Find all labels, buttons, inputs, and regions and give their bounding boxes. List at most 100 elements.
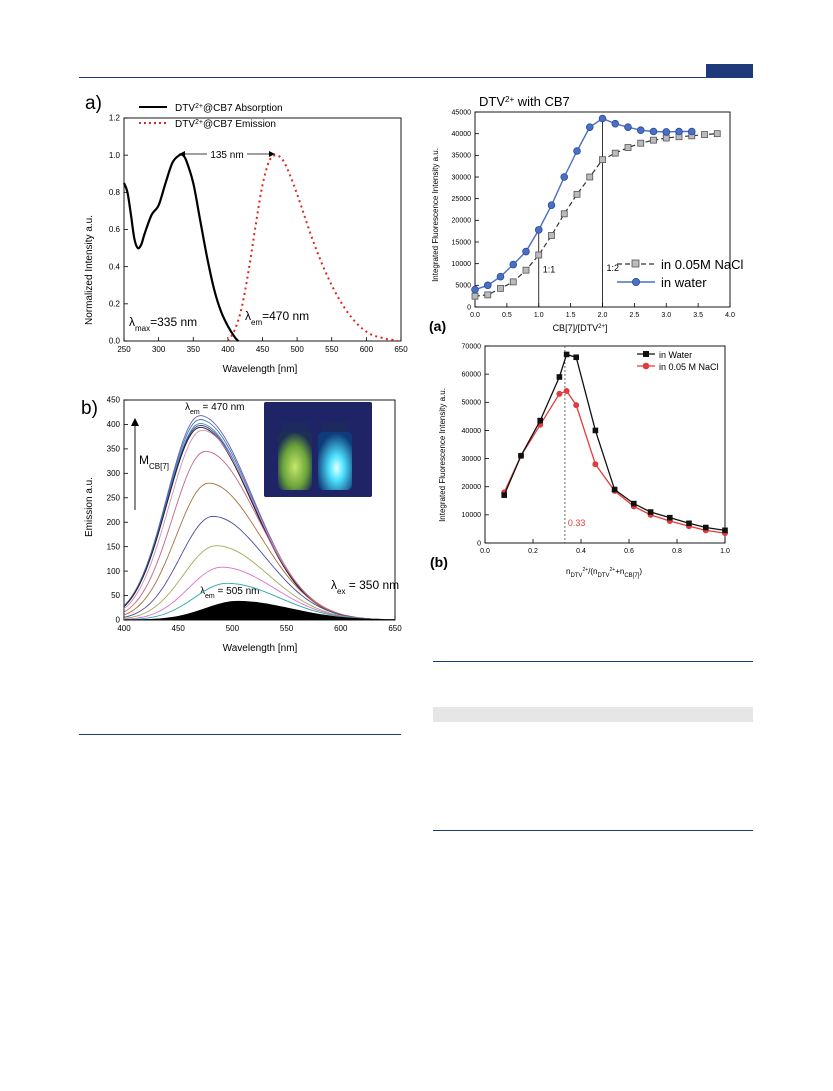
chart-a-x-tick-label: 400 [221,345,235,354]
vial-cap-left [282,422,308,432]
legend-item-in-water: in Water [659,350,692,360]
series-nacl-point [586,173,594,181]
divider-right-top [433,661,753,662]
chart-b-y-tick-label: 250 [107,493,121,502]
chart-a-svg: a) Normalized Intensity a.u. Wavelength … [84,93,408,375]
series-nacl-point-d [563,388,570,395]
chart-a-x-tick-label: 600 [360,345,374,354]
series-nacl-line-d [503,390,726,534]
chart-d-x-tick-label: 0.6 [624,548,634,555]
series-water-point-d [647,509,654,515]
chart-a-x-tick-label: 450 [256,345,270,354]
legend-item-emission: DTV2+@CB7 Emission [175,119,276,131]
series-water-point [636,126,645,134]
series-water-point [509,260,518,269]
series-water-point [483,281,492,290]
legend-a: DTV2+@CB7 Absorption DTV2+@CB7 Emission [139,103,283,131]
series-water-point-d [631,500,637,507]
series-water-point [573,147,581,155]
chart-c-x-tick-label: 0.5 [502,312,512,319]
series-nacl-point [484,291,492,299]
chart-d-x-tick-label: 0.8 [672,548,682,555]
series-nacl-point [662,134,670,142]
series-nacl-point-d [592,461,599,468]
x-axis-label-a: Wavelength [nm] [223,364,298,375]
series-nacl-point [650,136,657,144]
chart-a-x-tick-label: 250 [117,345,131,354]
series-water-point [496,272,505,281]
series-water-point [547,201,556,209]
legend-item-absorption: DTV2+@CB7 Absorption [175,103,283,115]
chart-d-y-tick-label: 10000 [462,512,482,519]
annotation-lambda-ex: λex = 350 nm [331,578,399,596]
arrow-m-cb7 [131,418,139,510]
series-water-point-d [563,351,570,358]
chart-d-y-tick-label: 40000 [462,428,482,435]
series-water-point-d [722,527,728,534]
series-water-point-d [537,417,543,424]
series-nacl-point [611,149,619,157]
vial-left [278,432,312,490]
series-water-point-d [573,354,579,361]
chart-a-x-tick-label: 550 [325,345,339,354]
series-nacl-point [509,278,517,286]
chart-c-y-tick-label: 0 [467,304,471,311]
series-water-point-d [703,524,709,531]
chart-b-y-tick-label: 450 [107,396,121,405]
vial-right [318,432,352,490]
panel-label-d: (b) [430,554,448,570]
series-water-point-d [686,520,692,527]
y-axis-label-c: Integrated Fluorescence Intensity a.u. [431,148,440,282]
chart-c-title: DTV2+ with CB7 [479,94,570,109]
chart-job-plot: Integrated Fluorescence Intensity a.u. n… [425,340,755,585]
series-nacl-point [701,131,708,138]
chart-c-svg: DTV2+ with CB7 Integrated Fluorescence I… [429,94,743,334]
chart-c-y-tick-label: 10000 [452,261,472,268]
chart-b-y-tick-label: 400 [107,420,121,429]
legend-d: in Water in 0.05 M NaCl [637,350,719,372]
chart-c-y-tick-label: 5000 [455,283,471,290]
x-axis-label-c: CB[7]/[DTV2+] [553,323,608,333]
annotation-lambda-470: λem = 470 nm [185,402,245,416]
chart-b-y-tick-label: 0 [116,616,121,625]
chart-d-plot-frame [484,345,726,544]
chart-a-y-tick-label: 0.4 [109,262,121,271]
chart-a-y-tick-label: 1.0 [109,151,121,160]
chart-c-x-tick-label: 1.5 [566,312,576,319]
chart-c-y-tick-label: 45000 [452,109,472,116]
chart-c-y-tick-label: 40000 [452,131,472,138]
annotation-ratio-12: 1:2 [607,263,620,273]
chart-a-plot-frame [123,117,402,342]
chart-b-y-tick-label: 200 [107,518,121,527]
divider-right-bottom [433,830,753,831]
chart-b-svg: b) Emission a.u. Wavelength [nm] λem = 4… [81,396,402,654]
series-nacl-point [548,232,555,239]
series-water-point-d [518,452,524,459]
chart-d-y-tick-label: 50000 [462,400,482,407]
annotation-lambda-max: λmax=335 nm [129,315,197,333]
chart-b-x-tick-label: 450 [172,624,186,633]
annotation-135nm: 135 nm [179,147,275,161]
chart-b-y-tick-label: 300 [107,469,121,478]
annotation-ratio-11: 1:1 [543,264,556,274]
chart-b-y-tick-label: 150 [107,542,121,551]
series-water-point [611,119,620,128]
chart-a-y-tick-label: 0.6 [109,225,121,234]
series-water-line [474,117,692,291]
table-header-band [433,707,753,722]
chart-b-x-tick-label: 550 [280,624,294,633]
chart-d-x-tick-label: 1.0 [720,548,730,555]
chart-d-x-tick-label: 0.4 [576,548,586,555]
chart-c-y-tick-label: 15000 [452,239,472,246]
series-emission-curve [124,515,395,620]
chart-b-curves [124,415,395,620]
panel-label-b: b) [81,398,98,419]
annotation-lambda-em: λem=470 nm [245,309,309,327]
series-water-point [522,247,530,256]
legend-item-nacl: in 0.05M NaCl [661,257,743,272]
series-water-point-d [611,486,618,493]
chart-c-x-tick-label: 3.5 [693,312,703,319]
chart-d-y-tick-label: 70000 [462,343,482,350]
chart-b-y-tick-label: 100 [107,567,121,576]
chart-d-y-tick-label: 60000 [462,371,482,378]
